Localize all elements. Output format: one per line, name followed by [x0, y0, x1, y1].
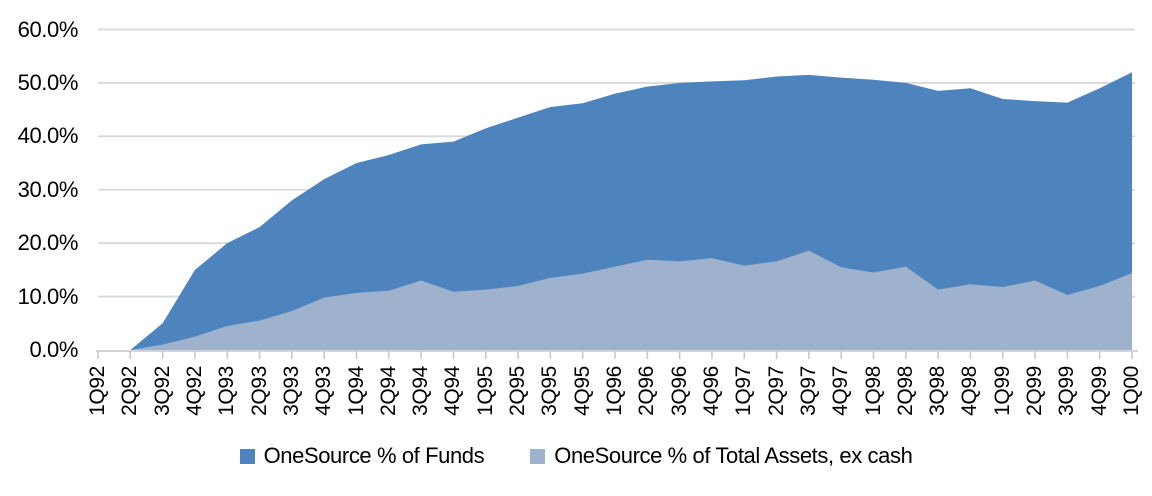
x-axis-tick-label: 1Q92 [86, 366, 109, 416]
x-axis-tick-label: 4Q92 [182, 366, 206, 416]
x-axis-tick-label: 3Q94 [409, 366, 433, 416]
x-axis-tick-label: 2Q94 [376, 366, 400, 416]
x-axis-tick-label: 4Q93 [312, 366, 336, 416]
x-axis-tick-label: 1Q94 [344, 366, 368, 416]
y-axis-tick-label: 0.0% [29, 337, 78, 362]
x-axis-tick-label: 3Q98 [926, 366, 950, 416]
assets-area [98, 250, 1132, 350]
assets-legend-label: OneSource % of Total Assets, ex cash [554, 443, 913, 468]
x-axis-tick-label: 2Q97 [764, 366, 788, 416]
legend-item-funds: OneSource % of Funds [239, 443, 485, 469]
x-axis-tick-label: 3Q97 [796, 366, 820, 416]
x-axis-tick-label: 3Q95 [538, 366, 562, 416]
y-axis-tick-label: 20.0% [17, 230, 79, 256]
x-axis-tick-label: 4Q97 [829, 366, 853, 416]
chart-canvas [96, 28, 1138, 359]
x-axis-tick-label: 1Q97 [732, 366, 756, 416]
legend-item-assets: OneSource % of Total Assets, ex cash [530, 443, 913, 469]
x-axis-tick-label: 2Q95 [506, 366, 530, 416]
legend: OneSource % of Funds OneSource % of Tota… [0, 441, 1152, 471]
x-axis-tick-label: 1Q00 [1120, 366, 1143, 416]
x-axis-tick-label: 2Q93 [247, 366, 271, 416]
x-axis-tick-label: 3Q96 [667, 366, 691, 416]
x-axis-tick-label: 2Q98 [893, 366, 917, 416]
x-axis-tick-label: 4Q96 [699, 366, 723, 416]
funds-legend-swatch [239, 448, 255, 464]
x-axis-tick-label: 4Q98 [958, 366, 982, 416]
x-axis-tick-label: 4Q99 [1087, 366, 1111, 416]
x-axis-tick-label: 1Q96 [603, 366, 626, 416]
x-axis-tick-label: 3Q99 [1055, 366, 1079, 416]
x-axis-tick-label: 1Q95 [473, 366, 497, 416]
x-axis-tick-label: 2Q92 [118, 366, 142, 416]
y-axis-tick-label: 30.0% [17, 176, 79, 202]
x-axis-tick-label: 3Q92 [150, 366, 174, 416]
x-axis-tick-label: 3Q93 [279, 366, 303, 416]
y-axis-tick-label: 50.0% [17, 69, 79, 95]
assets-legend-swatch [530, 448, 546, 464]
x-axis-tick-label: 1Q93 [215, 366, 239, 416]
x-axis-tick-label: 2Q99 [1023, 366, 1047, 416]
x-axis-tick-label: 4Q95 [570, 366, 594, 416]
y-axis-tick-label: 60.0% [17, 16, 79, 42]
x-axis-tick-label: 1Q99 [990, 366, 1014, 416]
y-axis-tick-label: 10.0% [17, 283, 79, 309]
x-axis-tick-label: 4Q94 [441, 366, 465, 416]
x-axis-tick-label: 2Q96 [635, 366, 659, 416]
x-axis-tick-label: 1Q98 [861, 366, 885, 416]
funds-legend-label: OneSource % of Funds [263, 443, 485, 468]
y-axis-tick-label: 40.0% [17, 123, 79, 149]
